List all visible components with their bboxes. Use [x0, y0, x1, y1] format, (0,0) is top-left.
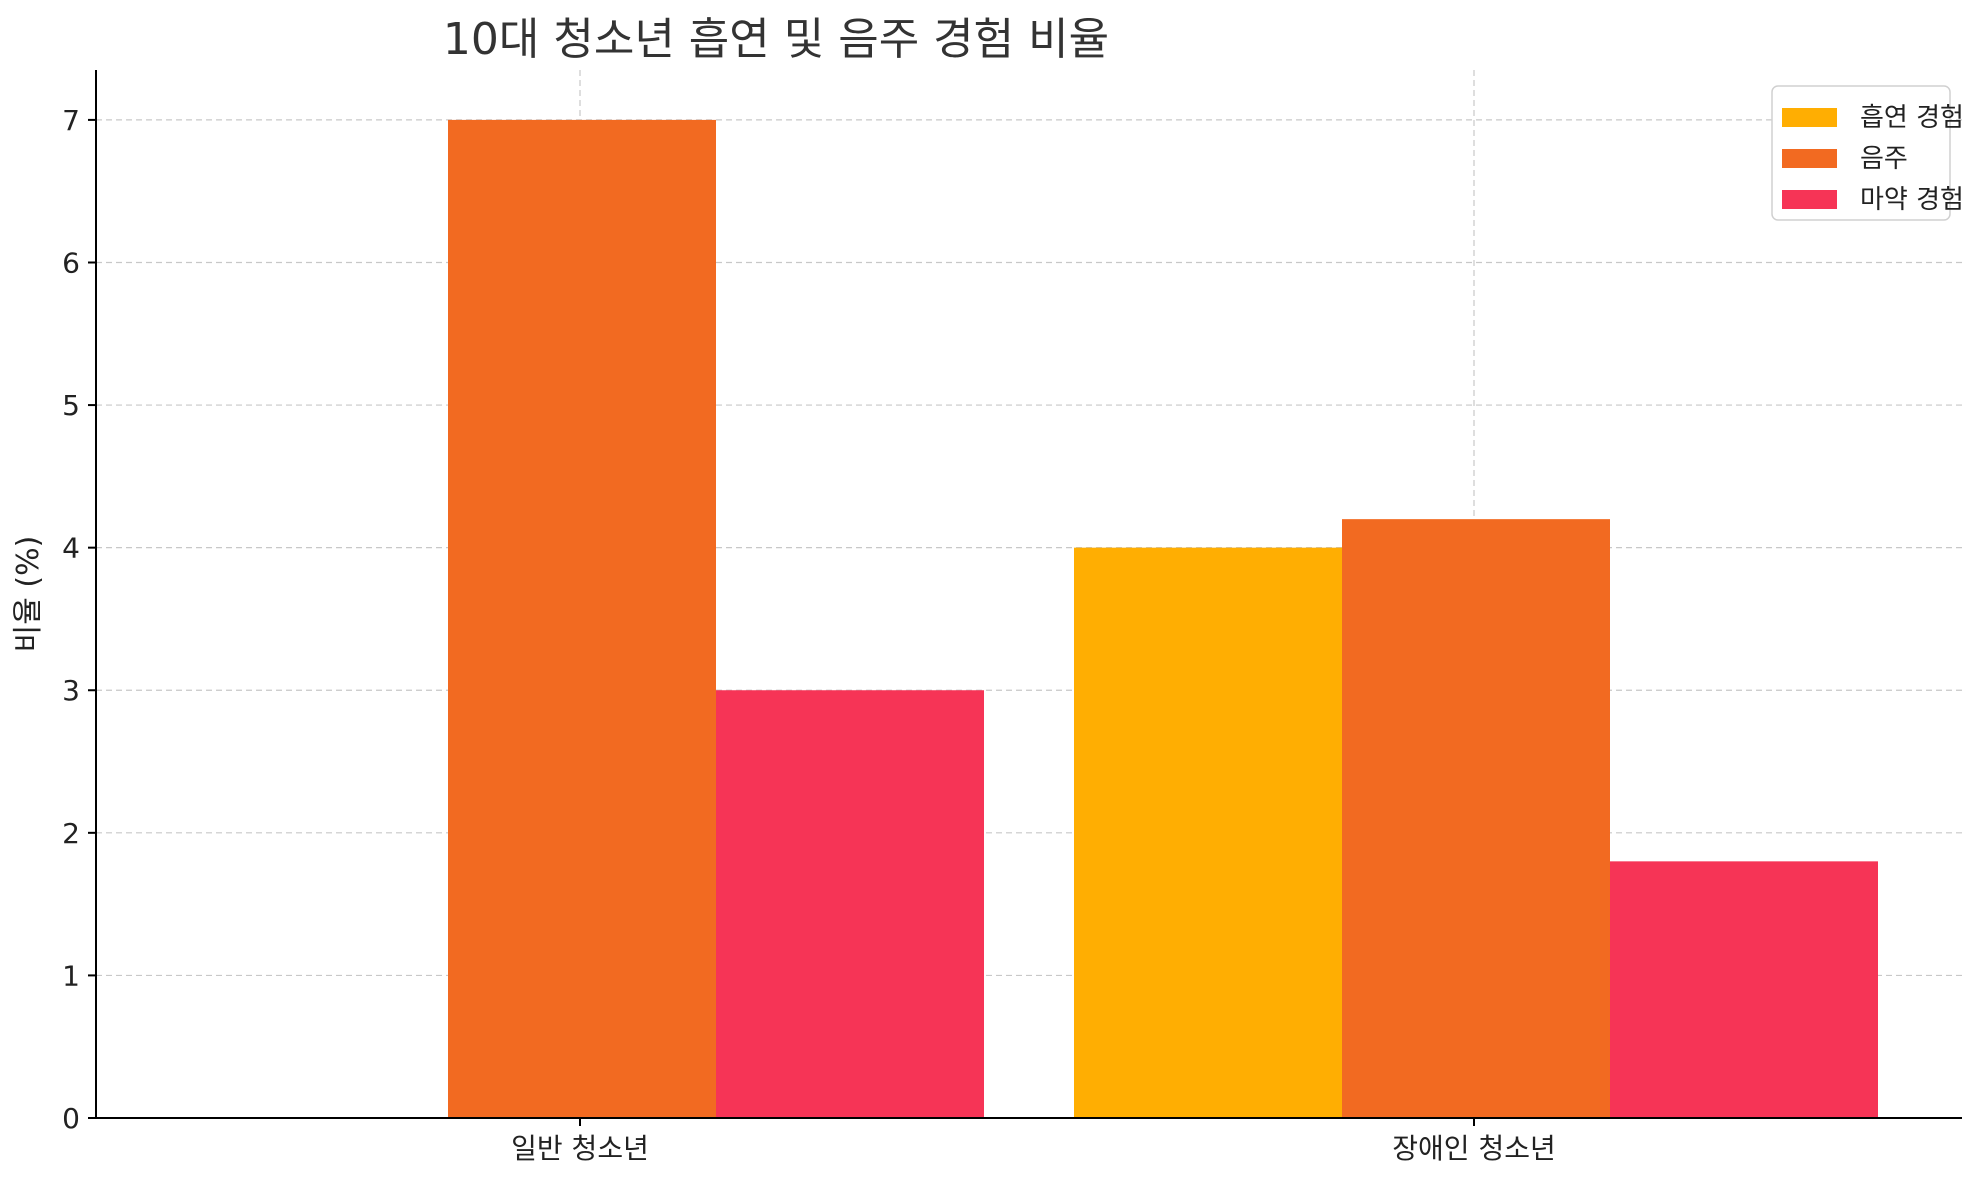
y-tick-label: 3 [62, 674, 80, 707]
legend-swatch [1782, 190, 1837, 209]
axes [95, 70, 1962, 1119]
legend-label: 음주 [1860, 144, 1908, 174]
y-tick-label: 5 [62, 389, 80, 422]
x-tick-label: 일반 청소년 [511, 1132, 649, 1165]
y-tick-label: 2 [62, 817, 80, 850]
y-tick-label: 7 [62, 104, 80, 137]
x-ticks: 일반 청소년 장애인 청소년 [511, 1118, 1556, 1165]
bar-2-1 [448, 119, 716, 1118]
bar-3-1 [716, 690, 984, 1118]
gridlines [96, 70, 1962, 1118]
bar-1-2 [1074, 547, 1342, 1118]
x-tick-label: 장애인 청소년 [1392, 1132, 1555, 1165]
legend-swatch [1782, 108, 1837, 127]
y-tick-label: 1 [62, 959, 80, 992]
bar-3-2 [1610, 861, 1878, 1118]
bars [448, 119, 1878, 1118]
chart-title: 10대 청소년 흡연 및 음주 경험 비율 [443, 14, 1109, 65]
y-ticks: 0 1 2 3 4 5 6 7 [62, 104, 96, 1135]
y-axis-label: 비율 (%) [11, 536, 46, 653]
legend-label: 마약 경험 [1860, 185, 1964, 215]
legend-label: 흡연 경험 [1860, 103, 1964, 133]
legend-swatch [1782, 149, 1837, 168]
y-tick-label: 4 [62, 532, 80, 565]
bar-2-2 [1342, 519, 1610, 1118]
y-tick-label: 6 [62, 246, 80, 279]
y-tick-label: 0 [62, 1102, 80, 1135]
